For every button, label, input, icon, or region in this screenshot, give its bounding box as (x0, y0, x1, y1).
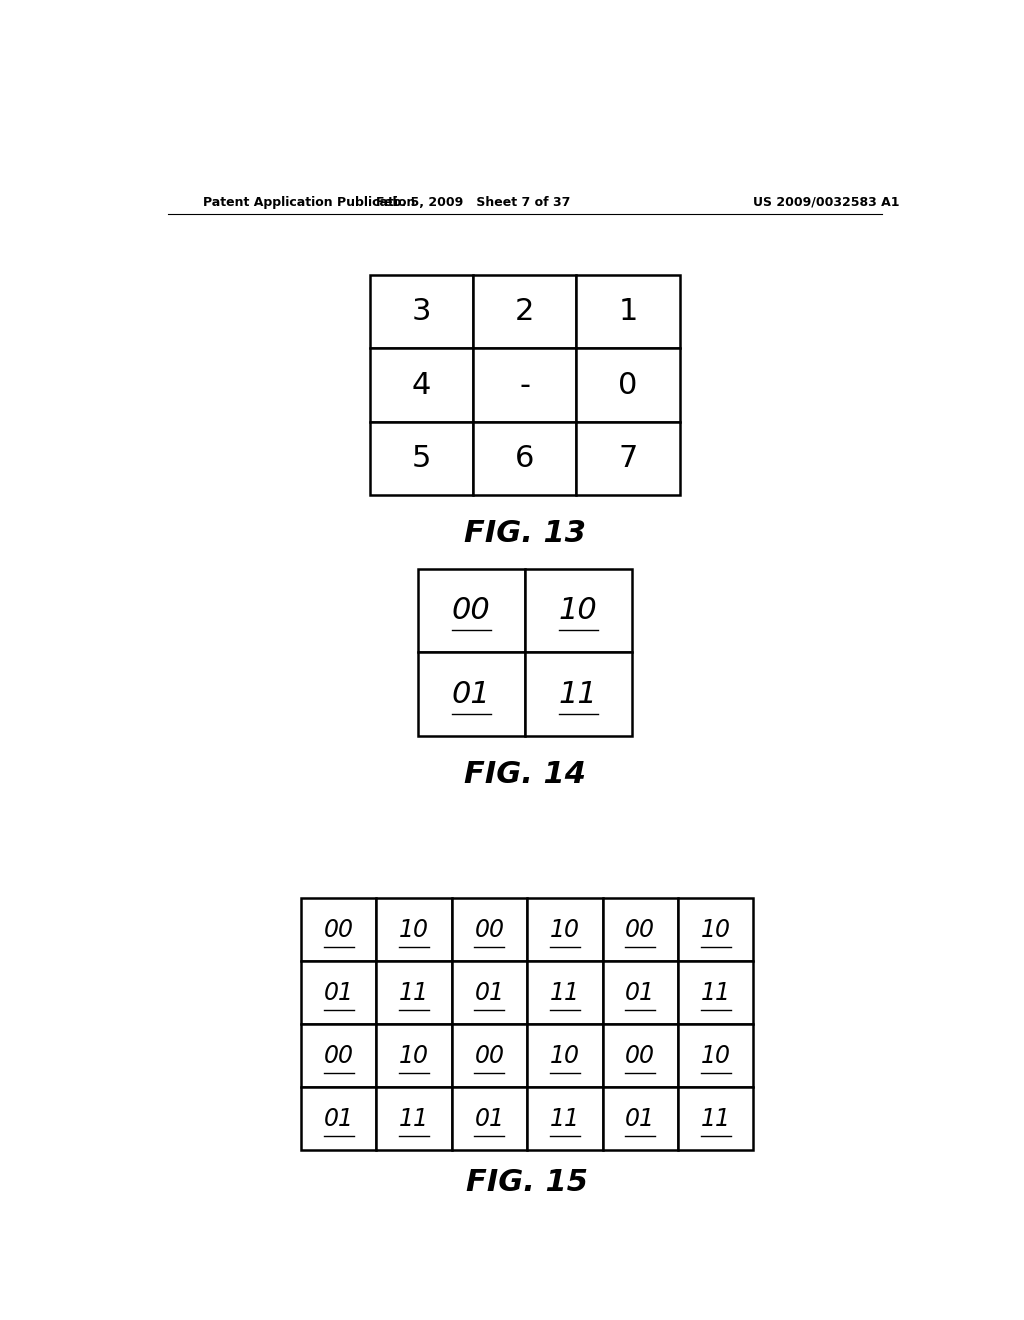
Bar (577, 421, 680, 495)
Text: 3: 3 (412, 297, 431, 326)
Text: FIG. 13: FIG. 13 (464, 519, 586, 548)
Bar (473, 276, 577, 348)
Text: 00: 00 (626, 1044, 655, 1068)
Text: 00: 00 (324, 917, 353, 942)
Text: 00: 00 (452, 597, 490, 626)
Bar (370, 276, 473, 348)
Bar (678, 899, 754, 961)
Bar (452, 961, 527, 1024)
Text: 10: 10 (700, 1044, 731, 1068)
Bar (577, 348, 680, 421)
Bar (418, 569, 524, 652)
Text: 1: 1 (618, 297, 638, 326)
Text: 10: 10 (559, 597, 598, 626)
Text: 2: 2 (515, 297, 535, 326)
Bar (301, 1024, 377, 1088)
Bar (602, 899, 678, 961)
Text: 4: 4 (412, 371, 431, 400)
Text: 11: 11 (550, 981, 580, 1005)
Bar (473, 348, 577, 421)
Bar (602, 961, 678, 1024)
Text: 01: 01 (626, 981, 655, 1005)
Bar (370, 348, 473, 421)
Bar (452, 1088, 527, 1151)
Text: 11: 11 (399, 981, 429, 1005)
Text: 10: 10 (550, 1044, 580, 1068)
Bar (452, 899, 527, 961)
Text: 01: 01 (626, 1107, 655, 1131)
Text: 11: 11 (700, 981, 731, 1005)
Bar (602, 1088, 678, 1151)
Text: Feb. 5, 2009   Sheet 7 of 37: Feb. 5, 2009 Sheet 7 of 37 (376, 195, 570, 209)
Bar (377, 961, 452, 1024)
Text: 11: 11 (399, 1107, 429, 1131)
Text: 01: 01 (474, 1107, 505, 1131)
Bar (527, 1024, 602, 1088)
Bar (577, 276, 680, 348)
Bar (473, 421, 577, 495)
Text: 10: 10 (399, 1044, 429, 1068)
Bar (301, 961, 377, 1024)
Bar (377, 899, 452, 961)
Text: Patent Application Publication: Patent Application Publication (204, 195, 416, 209)
Text: 00: 00 (324, 1044, 353, 1068)
Bar (527, 961, 602, 1024)
Text: 10: 10 (700, 917, 731, 942)
Text: 7: 7 (618, 444, 638, 473)
Text: 0: 0 (618, 371, 638, 400)
Text: 01: 01 (452, 680, 490, 709)
Bar (377, 1088, 452, 1151)
Bar (602, 1024, 678, 1088)
Text: 11: 11 (559, 680, 598, 709)
Bar (527, 899, 602, 961)
Bar (524, 569, 632, 652)
Text: 6: 6 (515, 444, 535, 473)
Bar (524, 652, 632, 735)
Bar (370, 421, 473, 495)
Bar (301, 899, 377, 961)
Text: 5: 5 (412, 444, 431, 473)
Text: FIG. 15: FIG. 15 (466, 1168, 588, 1197)
Text: 10: 10 (550, 917, 580, 942)
Bar (678, 961, 754, 1024)
Text: US 2009/0032583 A1: US 2009/0032583 A1 (753, 195, 900, 209)
Text: FIG. 14: FIG. 14 (464, 760, 586, 789)
Text: 11: 11 (550, 1107, 580, 1131)
Bar (377, 1024, 452, 1088)
Bar (678, 1088, 754, 1151)
Text: 01: 01 (474, 981, 505, 1005)
Text: 00: 00 (474, 1044, 505, 1068)
Bar (418, 652, 524, 735)
Text: 00: 00 (626, 917, 655, 942)
Text: 01: 01 (324, 981, 353, 1005)
Bar (678, 1024, 754, 1088)
Text: 10: 10 (399, 917, 429, 942)
Text: 11: 11 (700, 1107, 731, 1131)
Text: -: - (519, 371, 530, 400)
Bar (301, 1088, 377, 1151)
Bar (527, 1088, 602, 1151)
Bar (452, 1024, 527, 1088)
Text: 00: 00 (474, 917, 505, 942)
Text: 01: 01 (324, 1107, 353, 1131)
